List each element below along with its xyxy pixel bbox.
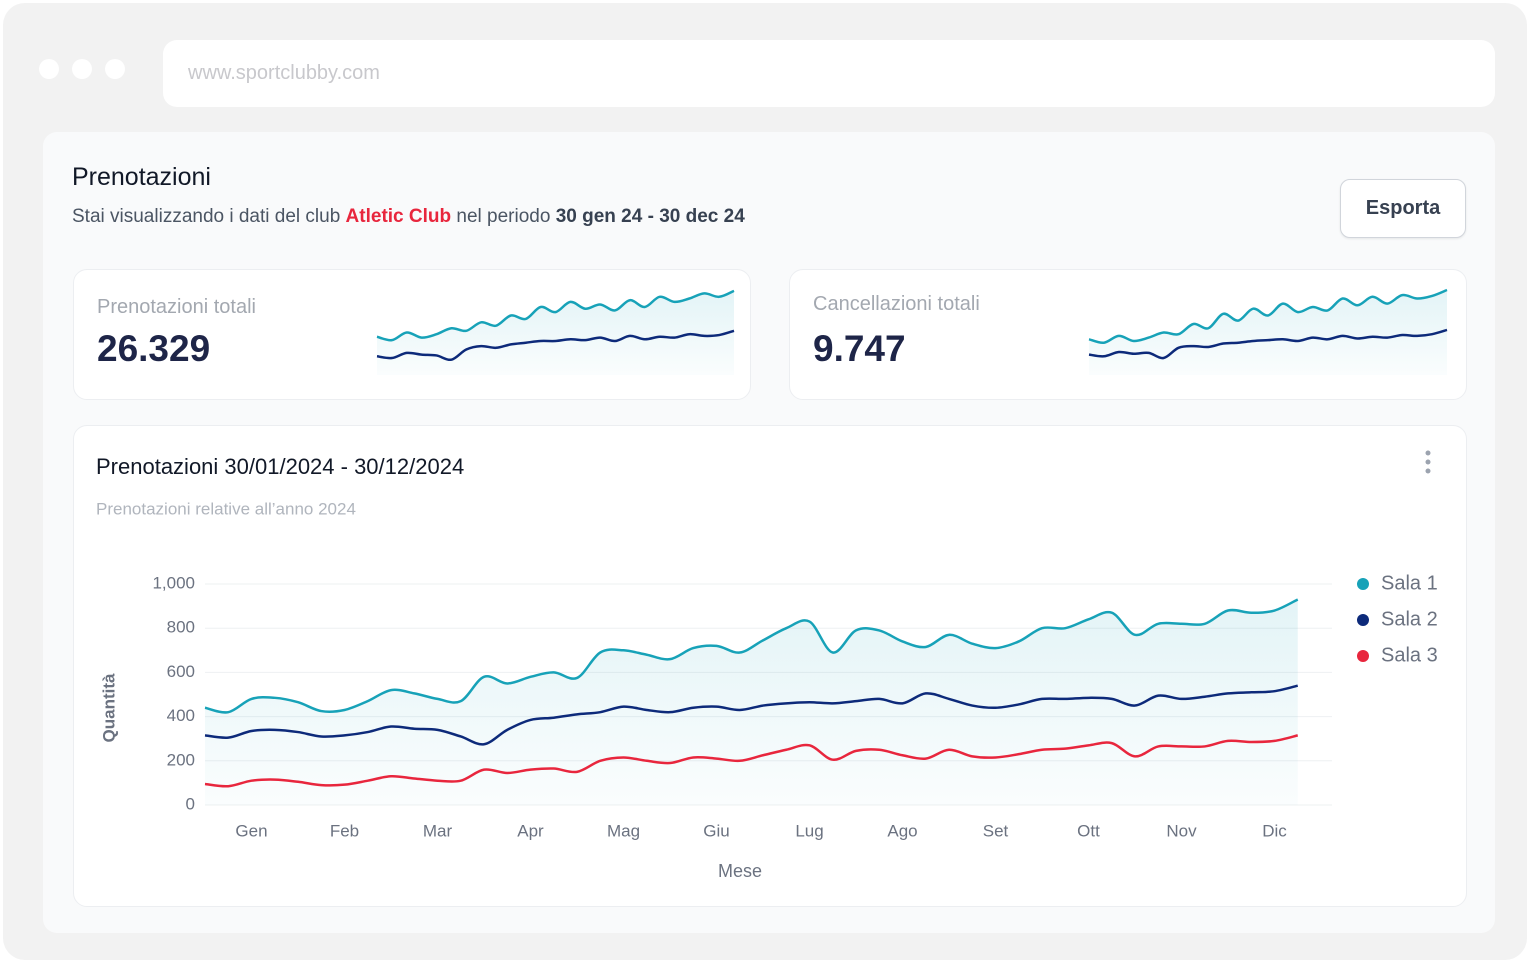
legend-marker bbox=[1357, 614, 1369, 626]
y-tick-label: 400 bbox=[167, 706, 195, 725]
page-title: Prenotazioni bbox=[72, 163, 211, 191]
text: Stai visualizzando i dati del club bbox=[72, 206, 341, 227]
x-tick-label: Gen bbox=[235, 821, 267, 840]
legend-marker bbox=[1357, 650, 1369, 662]
x-axis-title: Mese bbox=[718, 861, 762, 881]
window-dot bbox=[72, 59, 92, 79]
stat-value: 9.747 bbox=[813, 328, 906, 369]
y-axis-title: Quantità bbox=[99, 673, 118, 742]
x-tick-label: Apr bbox=[517, 821, 544, 840]
y-tick-label: 800 bbox=[167, 618, 195, 637]
x-tick-label: Mar bbox=[423, 821, 453, 840]
address-bar[interactable]: www.sportclubby.com bbox=[163, 40, 1495, 107]
x-tick-label: Dic bbox=[1262, 821, 1287, 840]
series-area bbox=[205, 599, 1298, 805]
y-tick-label: 0 bbox=[186, 794, 195, 813]
export-button[interactable]: Esporta bbox=[1340, 179, 1466, 238]
sparkline-area bbox=[377, 290, 734, 375]
sparkline-area bbox=[1089, 290, 1447, 375]
sparkline bbox=[376, 329, 735, 362]
x-tick-label: Mag bbox=[607, 821, 640, 840]
menu-dot[interactable] bbox=[1425, 450, 1431, 456]
x-tick-label: Feb bbox=[330, 821, 359, 840]
series-line bbox=[204, 684, 1299, 746]
legend-label: Sala 1 bbox=[1381, 572, 1438, 594]
stat-value: 26.329 bbox=[97, 328, 211, 369]
window-dot bbox=[105, 59, 125, 79]
text: nel periodo bbox=[456, 206, 551, 227]
stat-label: Cancellazioni totali bbox=[813, 293, 980, 315]
window-dot bbox=[39, 59, 59, 79]
page-subtitle: Stai visualizzando i dati del club Atlet… bbox=[72, 206, 745, 228]
menu-dot[interactable] bbox=[1425, 459, 1431, 465]
x-tick-label: Ott bbox=[1077, 821, 1100, 840]
series-line bbox=[204, 598, 1299, 714]
club-name: Atletic Club bbox=[345, 206, 452, 227]
legend-label: Sala 3 bbox=[1381, 644, 1438, 666]
chart-title: Prenotazioni 30/01/2024 - 30/12/2024 bbox=[96, 454, 464, 479]
sparkline bbox=[1088, 328, 1448, 360]
sparkline bbox=[376, 289, 735, 342]
x-tick-label: Giu bbox=[703, 821, 729, 840]
stat-label: Prenotazioni totali bbox=[97, 296, 256, 318]
x-tick-label: Lug bbox=[795, 821, 823, 840]
series-line bbox=[204, 734, 1299, 788]
period: 30 gen 24 - 30 dec 24 bbox=[555, 206, 745, 227]
chart-subtitle: Prenotazioni relative all’anno 2024 bbox=[96, 499, 356, 518]
y-tick-label: 1,000 bbox=[152, 573, 195, 592]
sparkline bbox=[1088, 288, 1448, 344]
x-tick-label: Set bbox=[983, 821, 1009, 840]
y-tick-label: 200 bbox=[167, 750, 195, 769]
legend-marker bbox=[1357, 578, 1369, 590]
x-tick-label: Ago bbox=[887, 821, 917, 840]
legend-label: Sala 2 bbox=[1381, 608, 1438, 630]
y-tick-label: 600 bbox=[167, 662, 195, 681]
x-tick-label: Nov bbox=[1166, 821, 1197, 840]
menu-dot[interactable] bbox=[1425, 468, 1431, 474]
